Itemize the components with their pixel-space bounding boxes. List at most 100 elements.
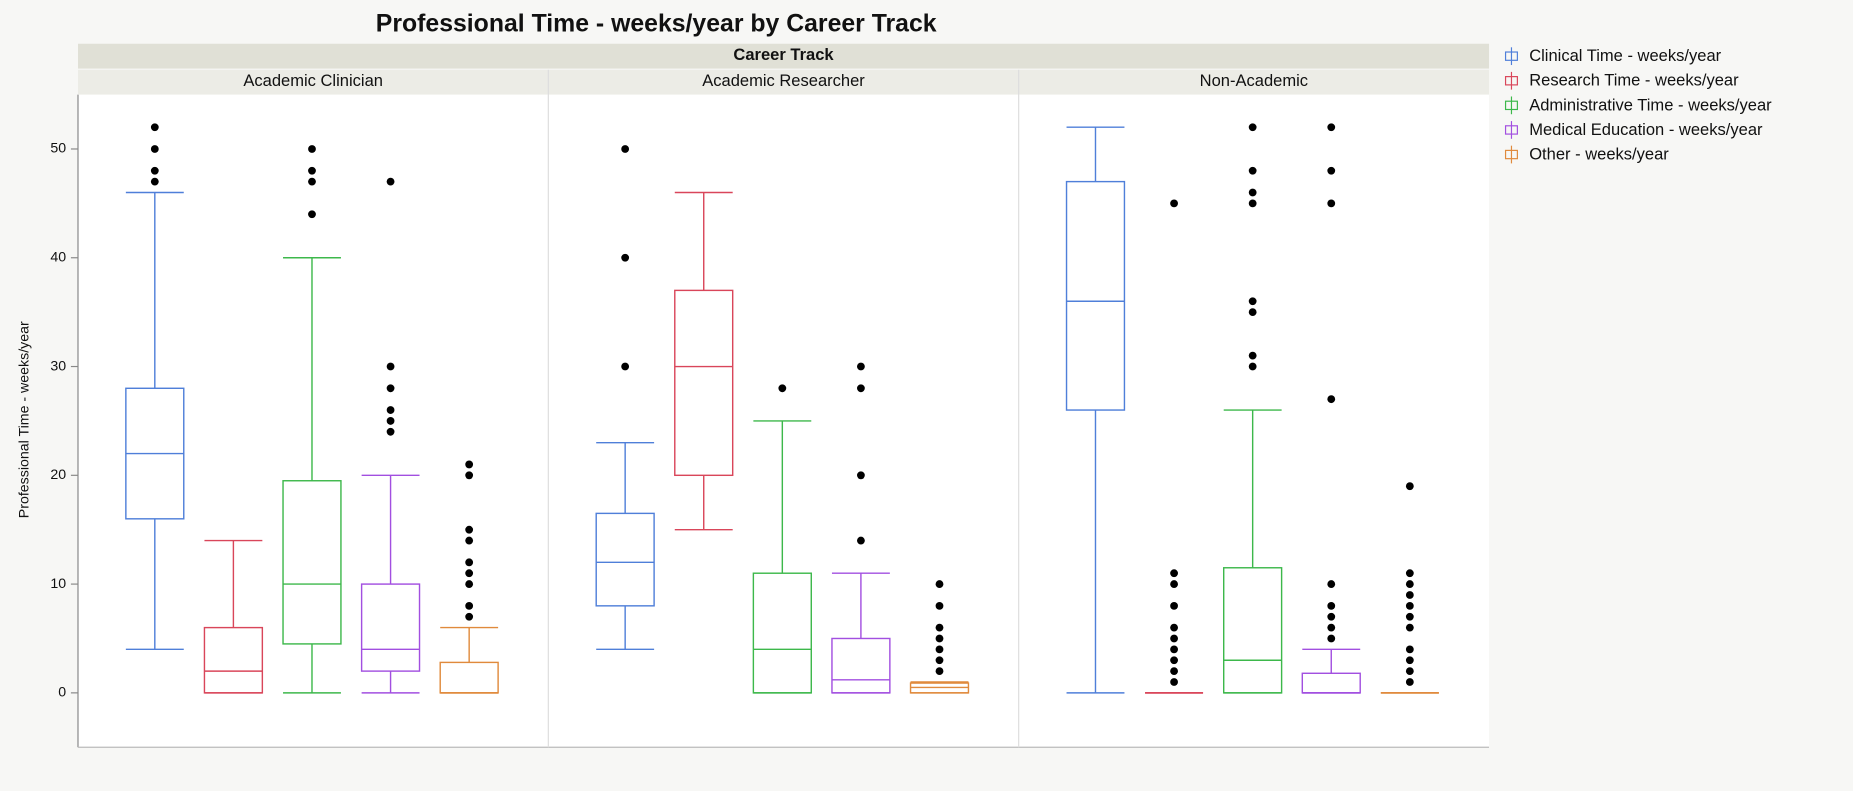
outlier [1170,645,1178,654]
legend-label: Other - weeks/year [1529,144,1669,163]
panel-header [77,69,549,95]
outlier [1248,166,1257,175]
outlier [1170,601,1178,610]
outlier [857,384,865,393]
outlier [308,166,316,175]
outlier [465,525,474,534]
panel-label: Academic Clinician [243,71,383,90]
box [282,480,342,645]
outlier [150,123,159,132]
outlier [935,623,944,632]
box [595,512,655,607]
outlier [1327,580,1336,588]
outlier [1327,634,1336,643]
outlier [1405,656,1414,665]
outlier [935,634,944,643]
outlier [621,253,630,262]
outlier [1248,308,1257,317]
outlier [465,471,474,480]
outlier [621,145,630,153]
facet-label: Career Track [733,45,834,64]
outlier [857,362,865,371]
outlier [1327,601,1336,610]
outlier [1248,123,1257,132]
outlier [308,210,316,219]
outlier [308,145,316,153]
facet-header [77,43,1490,69]
outlier [1327,623,1336,632]
outlier [1405,580,1414,588]
outlier [1248,199,1257,208]
outlier [621,362,630,371]
outlier [857,536,865,545]
outlier [465,601,474,610]
outlier [386,417,395,425]
outlier [1248,362,1257,371]
outlier [150,177,159,186]
outlier [465,569,474,578]
outlier [1405,601,1414,610]
outlier [935,645,944,654]
outlier [150,145,159,153]
outlier [1327,123,1336,132]
panel-header [1018,69,1490,95]
y-tick-label: 30 [50,358,66,374]
outlier [1405,645,1414,654]
outlier [1170,656,1178,665]
outlier [1170,678,1178,686]
outlier [1170,634,1178,643]
outlier [1327,166,1336,175]
legend-label: Medical Education - weeks/year [1529,120,1763,139]
y-tick-label: 40 [50,250,66,266]
outlier [1170,199,1178,208]
box [831,637,891,694]
outlier [778,384,787,393]
outlier [1248,351,1257,360]
outlier [1327,395,1336,404]
outlier [1405,623,1414,632]
y-tick-label: 50 [50,141,66,157]
outlier [1405,482,1414,491]
box [1223,567,1283,694]
outlier [935,667,944,676]
outlier [465,580,474,588]
box [360,583,421,672]
outlier [935,656,944,665]
outlier [465,536,474,545]
outlier [1405,678,1414,686]
y-tick-label: 20 [50,467,66,483]
outlier [935,601,944,610]
panel-header [548,69,1019,95]
chart-title: Professional Time - weeks/year by Career… [376,10,937,37]
outlier [1327,199,1336,208]
outlier [465,612,474,621]
outlier [1405,612,1414,621]
outlier [386,177,395,186]
box [1065,180,1126,411]
outlier [1170,623,1178,632]
outlier [386,406,395,414]
outlier [1248,297,1257,306]
y-axis-label: Professional Time - weeks/year [17,321,33,518]
outlier [465,558,474,567]
outlier [150,166,159,175]
outlier [1170,580,1178,588]
panel-label: Academic Researcher [702,71,865,90]
outlier [1248,188,1257,197]
outlier [935,580,944,588]
outlier [1170,667,1178,676]
outlier [386,384,395,393]
y-tick-label: 0 [58,685,66,701]
outlier [308,177,316,186]
legend-label: Research Time - weeks/year [1529,71,1739,90]
box [674,289,734,477]
outlier [465,460,474,469]
outlier [1170,569,1178,578]
box [203,626,264,694]
outlier [1327,612,1336,621]
outlier [1405,591,1414,599]
box [752,572,812,694]
outlier [386,362,395,371]
y-tick-label: 10 [50,576,66,592]
